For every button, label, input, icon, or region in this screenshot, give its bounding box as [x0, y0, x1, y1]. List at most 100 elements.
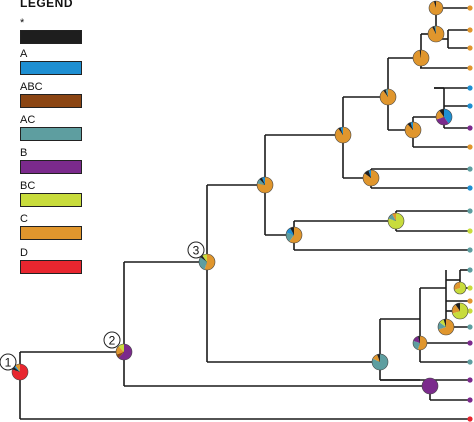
legend-label: C	[20, 213, 28, 225]
pie-slice	[289, 227, 302, 244]
tip-dot	[467, 228, 473, 234]
tip-dot	[467, 144, 473, 150]
pie-node-outline	[451, 302, 469, 320]
node-label-text: 3	[193, 244, 200, 258]
legend-label: B	[20, 147, 28, 159]
pie-node-outline	[285, 226, 303, 244]
pie-slice	[432, 26, 436, 34]
pie-slice	[422, 378, 438, 394]
pie-node-outline	[334, 126, 352, 144]
pie-node-outline	[198, 253, 216, 271]
node-label-circle	[103, 331, 121, 349]
tip-dot	[467, 359, 473, 365]
pie-slice	[204, 254, 215, 270]
pie-node-outline	[11, 363, 29, 381]
tip-dot	[467, 208, 473, 214]
pie-slice	[439, 319, 446, 327]
tip-dot	[467, 340, 473, 346]
pie-node-outline	[387, 212, 405, 230]
legend-swatch	[20, 94, 82, 108]
pie-node-outline	[371, 353, 389, 371]
legend-swatch	[20, 127, 82, 141]
tip-dot	[467, 377, 473, 383]
tip-dot	[467, 397, 473, 403]
pie-slice	[455, 303, 460, 311]
pie-slice	[372, 354, 389, 370]
legend-item-ABC: ABC	[20, 82, 82, 108]
pie-slice	[417, 336, 428, 351]
pie-node-outline	[412, 335, 428, 351]
pie-slice	[454, 282, 460, 290]
tip-dot	[467, 5, 473, 11]
pie-slice	[438, 322, 446, 330]
legend-swatch	[20, 226, 82, 240]
tip-dot	[467, 298, 473, 304]
pie-slice	[383, 89, 388, 97]
pie-node-outline	[256, 176, 274, 194]
pie-slice	[338, 127, 343, 135]
node-label-circle	[0, 353, 17, 371]
pie-slice	[116, 352, 124, 358]
pie-slice	[433, 1, 436, 8]
pie-slice	[452, 304, 460, 314]
pie-node-outline	[437, 318, 455, 336]
node-label-text: 2	[109, 334, 116, 348]
legend-item-star: *	[20, 18, 82, 44]
tip-dot	[467, 308, 473, 314]
pie-slice	[202, 254, 207, 262]
legend-swatch	[20, 61, 82, 75]
tip-dot	[467, 85, 473, 91]
pie-slice	[454, 282, 467, 294]
pie-slice	[434, 26, 436, 34]
pie-slice	[368, 170, 371, 178]
tip-dot	[467, 285, 473, 291]
pie-slice	[257, 179, 265, 185]
pie-slice	[439, 109, 444, 117]
pie-slice	[15, 364, 20, 372]
tip-dot	[467, 125, 473, 131]
legend-swatch	[20, 260, 82, 274]
pie-slice	[262, 177, 265, 185]
pie-node-outline	[362, 169, 380, 187]
pie-slice	[290, 227, 294, 235]
legend-label: D	[20, 247, 28, 259]
tip-dot	[467, 166, 473, 172]
tip-dot	[467, 416, 473, 422]
tip-dot	[467, 324, 473, 330]
pie-slice	[444, 109, 452, 124]
legend-item-A: A	[20, 49, 82, 75]
pie-slice	[118, 344, 124, 352]
legend-label: AC	[20, 114, 36, 126]
tip-dot	[467, 185, 473, 191]
node-label-circle	[187, 241, 205, 259]
legend-item-D: D	[20, 248, 82, 274]
tip-dot	[467, 45, 473, 51]
pie-slice	[438, 319, 454, 336]
node-label-text: 1	[5, 356, 12, 370]
pie-node-outline	[412, 49, 430, 67]
pie-slice	[436, 117, 449, 125]
legend-item-BC: BC	[20, 181, 82, 207]
pie-slice	[385, 89, 388, 97]
pie-slice	[410, 122, 413, 130]
tip-dot	[467, 103, 473, 109]
pie-slice	[118, 344, 132, 360]
pie-slice	[286, 232, 294, 242]
pie-slice	[259, 177, 265, 185]
pie-slice	[115, 346, 124, 355]
legend-swatch	[20, 160, 82, 174]
pie-node-outline	[421, 377, 439, 395]
pie-slice	[443, 319, 446, 327]
tip-dot	[467, 247, 473, 253]
pie-slice	[452, 303, 468, 319]
pie-slice	[377, 354, 380, 362]
legend-item-C: C	[20, 214, 82, 240]
pie-slice	[392, 213, 396, 221]
tip-dot	[467, 65, 473, 71]
pie-node-outline	[428, 0, 444, 16]
pie-slice	[417, 336, 420, 343]
pie-node-outline	[435, 108, 453, 126]
pie-slice	[12, 366, 20, 372]
